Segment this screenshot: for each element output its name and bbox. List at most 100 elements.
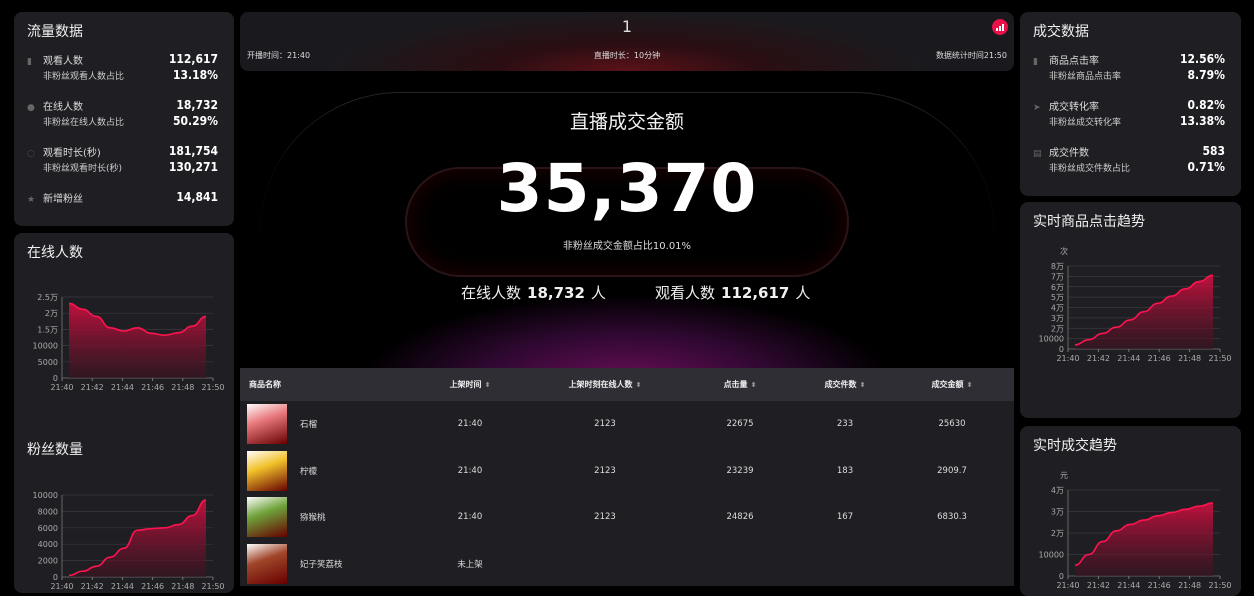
y-tick-label: 4万: [1051, 486, 1064, 495]
stat-value: 181,754: [169, 144, 218, 158]
x-tick-label: 21:42: [81, 582, 104, 591]
x-tick-label: 21:50: [1208, 354, 1231, 363]
stat-conversion: ➤ 成交转化率 0.82% 非粉丝成交转化率 13.38%: [1033, 97, 1225, 129]
table-row[interactable]: 柠檬 21:40 2123 23239 183 2909.7: [240, 448, 1014, 495]
traffic-title: 流量数据: [27, 21, 83, 41]
y-tick-label: 7万: [1051, 272, 1064, 281]
bar-chart-icon[interactable]: [992, 19, 1008, 35]
product-thumbnail: [247, 404, 287, 444]
stat-label: 观看时长(秒): [43, 148, 101, 159]
stat-label: 成交转化率: [1049, 102, 1099, 113]
y-tick-label: 0: [53, 573, 58, 582]
cell-clicks: 23239: [680, 466, 800, 476]
stat-value: 0.82%: [1188, 98, 1225, 112]
label: 观看人数: [655, 284, 715, 302]
stat-value: 112,617: [169, 52, 218, 66]
stat-sub-value: 13.38%: [1180, 114, 1225, 128]
stat-sub-label: 非粉丝成交件数占比: [1033, 161, 1130, 174]
cell-time: 21:40: [410, 512, 530, 522]
cell-units: 183: [800, 466, 890, 476]
y-tick-label: 10000: [1039, 551, 1064, 560]
stat-value: 18,732: [176, 98, 218, 112]
live-duration: 直播时长：10分钟: [240, 50, 1014, 61]
y-tick-label: 10000: [1039, 335, 1064, 344]
x-tick-label: 21:40: [50, 582, 73, 591]
stat-value: 12.56%: [1180, 52, 1225, 66]
y-tick-label: 10000: [33, 491, 58, 500]
deals-title: 成交数据: [1033, 21, 1089, 41]
cell-time: 未上架: [410, 558, 530, 570]
header-clicks[interactable]: 点击量⬍: [680, 379, 800, 390]
header-online[interactable]: 上架时刻在线人数⬍: [530, 379, 680, 390]
product-cell: 柠檬: [240, 451, 410, 491]
cell-clicks: 24826: [680, 512, 800, 522]
unit: 人: [795, 284, 810, 302]
chart-icon: ▮: [1033, 57, 1043, 67]
stat-sub-value: 8.79%: [1188, 68, 1225, 82]
stat-label: 商品点击率: [1049, 56, 1099, 67]
stat-sub-label: 非粉丝在线人数占比: [27, 115, 124, 128]
stat-label: 成交件数: [1049, 148, 1089, 159]
product-cell: 猕猴桃: [240, 497, 410, 537]
cell-time: 21:40: [410, 419, 530, 429]
x-tick-label: 21:44: [111, 582, 134, 591]
stat-value: 583: [1202, 144, 1225, 158]
stat-label: 在线人数: [43, 102, 83, 113]
series-area: [1075, 503, 1213, 576]
y-tick-label: 8000: [38, 507, 58, 516]
hero-title: 直播成交金额: [240, 107, 1014, 134]
table-row[interactable]: 妃子笑荔枝 未上架: [240, 541, 1014, 588]
table-row[interactable]: 石榴 21:40 2123 22675 233 25630: [240, 401, 1014, 448]
y-tick-label: 3万: [1051, 508, 1064, 517]
cell-amount: 6830.3: [890, 512, 1014, 522]
header-time[interactable]: 上架时间⬍: [410, 379, 530, 390]
y-tick-label: 0: [1059, 345, 1064, 354]
cell-clicks: 22675: [680, 419, 800, 429]
hero-sub: 非粉丝成交金额占比10.01%: [240, 237, 1014, 252]
product-cell: 妃子笑荔枝: [240, 544, 410, 584]
unit: 人: [591, 284, 606, 302]
stat-watch-time: ◌观看时长(秒)181,754 非粉丝观看时长(秒)130,271: [27, 143, 218, 175]
y-tick-label: 2000: [38, 557, 58, 566]
x-tick-label: 21:46: [1148, 354, 1171, 363]
unit-label: 元: [1060, 471, 1068, 480]
stat-label: 新增粉丝: [43, 194, 83, 205]
product-name: 猕猴桃: [300, 511, 326, 523]
stat-time: 数据统计时间21:50: [936, 50, 1007, 61]
send-icon: ➤: [1033, 103, 1043, 113]
star-icon: ★: [27, 195, 37, 205]
stat-sub-label: 非粉丝商品点击率: [1033, 69, 1121, 82]
sort-icon: ⬍: [860, 381, 866, 389]
table-row[interactable]: 猕猴桃 21:40 2123 24826 167 6830.3: [240, 494, 1014, 541]
label: 在线人数: [461, 284, 521, 302]
y-tick-label: 2万: [1051, 324, 1064, 333]
header-units[interactable]: 成交件数⬍: [800, 379, 890, 390]
stat-sub-label: 非粉丝成交转化率: [1033, 115, 1121, 128]
stat-value: 14,841: [176, 190, 218, 204]
clipboard-icon: ▮: [27, 57, 37, 67]
live-header: 1 开播时间：21:40 直播时长：10分钟 数据统计时间21:50: [240, 12, 1014, 71]
x-tick-label: 21:48: [1178, 354, 1201, 363]
product-thumbnail: [247, 497, 287, 537]
cell-units: 167: [800, 512, 890, 522]
product-cell: 石榴: [240, 404, 410, 444]
value: 18,732: [527, 284, 585, 302]
stopwatch-icon: ◌: [27, 149, 37, 159]
header-amount[interactable]: 成交金额⬍: [890, 379, 1014, 390]
y-tick-label: 6万: [1051, 283, 1064, 292]
y-tick-label: 6000: [38, 524, 58, 533]
product-thumbnail: [247, 544, 287, 584]
y-tick-label: 2万: [1051, 529, 1064, 538]
cell-amount: 25630: [890, 419, 1014, 429]
value: 112,617: [721, 284, 789, 302]
y-tick-label: 0: [1059, 572, 1064, 581]
